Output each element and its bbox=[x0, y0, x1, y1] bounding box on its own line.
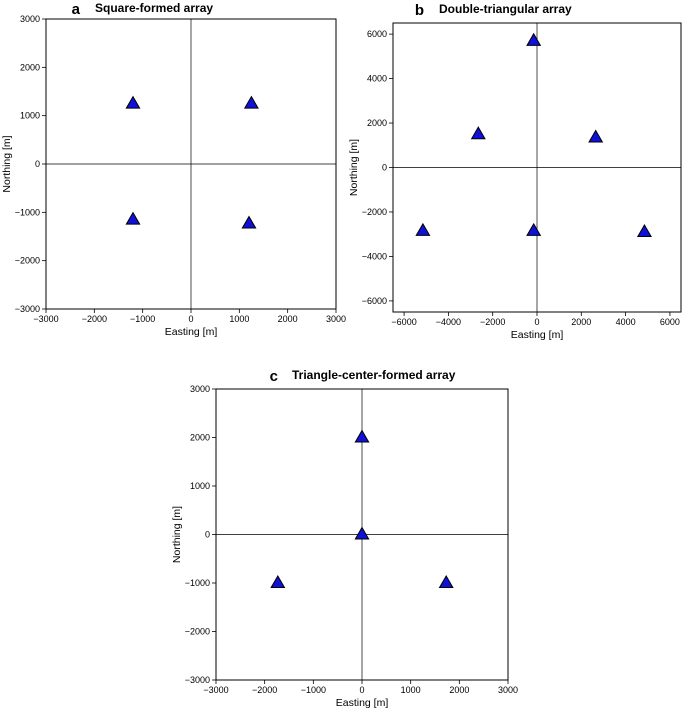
y-tick-label: −2000 bbox=[15, 256, 40, 266]
panel-letter: a bbox=[72, 1, 81, 18]
x-tick-label: 2000 bbox=[449, 685, 469, 695]
x-tick-label: 1000 bbox=[229, 314, 249, 324]
x-axis-label: Easting [m] bbox=[511, 329, 564, 341]
panel-b: −6000 −4000 −2000 0 2000 4000 6000 −6000 −4000 −2… bbox=[348, 2, 682, 341]
y-axis-label: Northing [m] bbox=[348, 139, 360, 196]
y-tick-label: 0 bbox=[205, 530, 210, 540]
x-axis-label: Easting [m] bbox=[336, 697, 389, 708]
x-tick-label: −1000 bbox=[301, 685, 326, 695]
x-tick-label: 6000 bbox=[660, 317, 680, 327]
y-tick-label: 0 bbox=[382, 163, 387, 173]
y-tick-label: 2000 bbox=[367, 118, 387, 128]
y-axis-label: Northing [m] bbox=[1, 135, 13, 192]
panel-title: Double-triangular array bbox=[439, 2, 572, 16]
y-tick-label: 3000 bbox=[190, 384, 210, 394]
station-triangle bbox=[354, 429, 370, 443]
x-tick-label: 0 bbox=[534, 317, 539, 327]
x-tick-label: −3000 bbox=[203, 685, 228, 695]
station-triangle bbox=[588, 129, 604, 143]
x-tick-label: −4000 bbox=[436, 317, 461, 327]
station-triangle bbox=[243, 95, 259, 109]
station-triangle bbox=[526, 222, 542, 236]
x-tick-label: −3000 bbox=[33, 314, 58, 324]
x-tick-label: −1000 bbox=[130, 314, 155, 324]
x-tick-label: 4000 bbox=[616, 317, 636, 327]
panel-letter: c bbox=[270, 368, 278, 385]
y-tick-label: −3000 bbox=[185, 675, 210, 685]
y-tick-label: −3000 bbox=[15, 304, 40, 314]
station-triangle bbox=[125, 95, 141, 109]
y-axis-label: Northing [m] bbox=[171, 506, 183, 563]
x-tick-label: −6000 bbox=[391, 317, 416, 327]
y-tick-label: 2000 bbox=[20, 62, 40, 72]
y-tick-label: 0 bbox=[35, 159, 40, 169]
x-tick-label: 2000 bbox=[278, 314, 298, 324]
panel-c: −3000 −2000 −1000 0 1000 2000 3000 −3000 −2000 −1… bbox=[171, 368, 518, 708]
y-tick-label: 3000 bbox=[20, 14, 40, 24]
x-tick-label: −2000 bbox=[480, 317, 505, 327]
station-triangle bbox=[636, 223, 652, 238]
y-tick-label: 4000 bbox=[367, 74, 387, 84]
x-tick-label: 0 bbox=[188, 314, 193, 324]
panel-a: −3000 −2000 −1000 0 1000 2000 3000 −3000 −2000 −1… bbox=[1, 1, 346, 338]
x-tick-label: −2000 bbox=[82, 314, 107, 324]
y-tick-label: −1000 bbox=[15, 207, 40, 217]
station-triangle bbox=[241, 215, 257, 229]
y-tick-label: −6000 bbox=[362, 296, 387, 306]
station-triangle bbox=[125, 211, 141, 225]
y-tick-label: 1000 bbox=[190, 481, 210, 491]
y-tick-label: −4000 bbox=[362, 251, 387, 261]
y-tick-label: −2000 bbox=[185, 627, 210, 637]
station-triangle bbox=[470, 126, 486, 140]
y-tick-label: −2000 bbox=[362, 207, 387, 217]
station-triangle bbox=[438, 574, 454, 589]
x-tick-label: 0 bbox=[359, 685, 364, 695]
station-triangle bbox=[526, 32, 542, 46]
station-triangle bbox=[270, 574, 286, 589]
y-tick-label: 6000 bbox=[367, 29, 387, 39]
x-tick-label: 2000 bbox=[571, 317, 591, 327]
x-tick-label: 3000 bbox=[498, 685, 518, 695]
panel-title: Triangle-center-formed array bbox=[292, 368, 456, 382]
x-tick-label: 3000 bbox=[326, 314, 346, 324]
y-tick-label: 2000 bbox=[190, 433, 210, 443]
x-tick-label: 1000 bbox=[401, 685, 421, 695]
y-tick-label: −1000 bbox=[185, 578, 210, 588]
y-tick-label: 1000 bbox=[20, 111, 40, 121]
x-tick-label: −2000 bbox=[252, 685, 277, 695]
station-triangle bbox=[415, 222, 431, 236]
station-triangle bbox=[354, 526, 370, 540]
x-axis-label: Easting [m] bbox=[165, 326, 218, 338]
panel-letter: b bbox=[415, 2, 424, 19]
panel-title: Square-formed array bbox=[95, 1, 213, 15]
